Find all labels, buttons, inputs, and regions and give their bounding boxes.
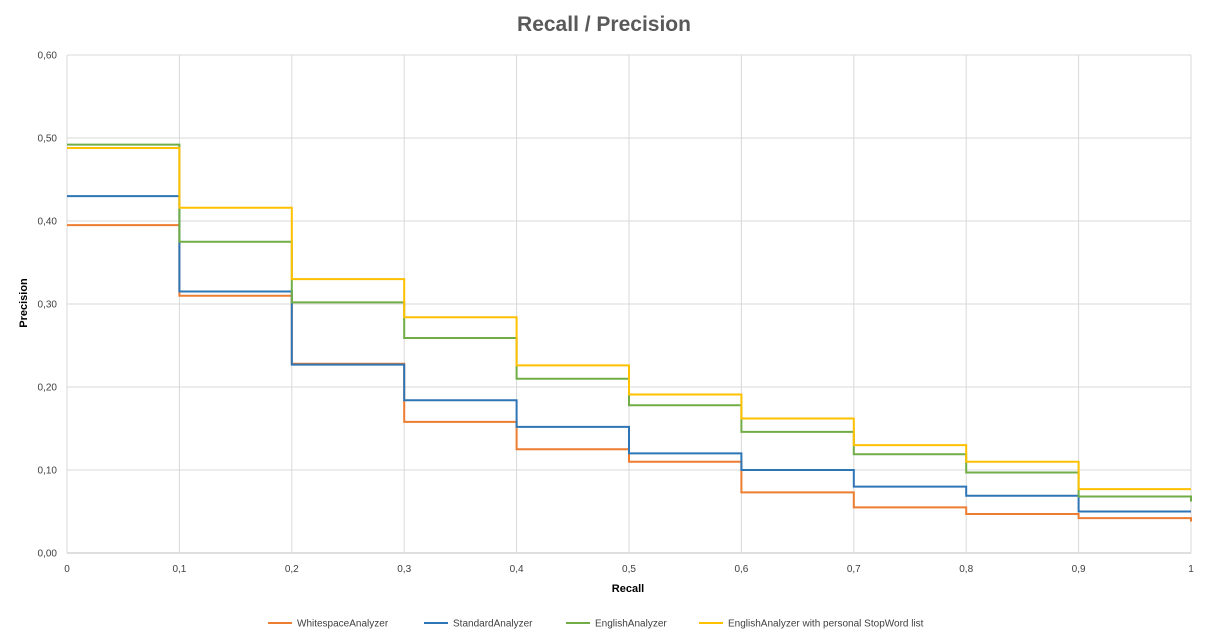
- x-axis-label: Recall: [612, 583, 644, 595]
- y-axis-label: Precision: [18, 278, 30, 328]
- gridlines: [66, 54, 1192, 554]
- x-tick-label: 0,1: [172, 564, 186, 575]
- x-tick-label: 0,4: [510, 564, 524, 575]
- x-tick-label: 0,3: [397, 564, 411, 575]
- x-tick-label: 0,9: [1072, 564, 1086, 575]
- y-tick-label: 0,10: [38, 466, 58, 477]
- y-tick-label: 0,00: [38, 549, 58, 560]
- y-tick-label: 0,20: [38, 383, 58, 394]
- x-tick-label: 0,5: [622, 564, 636, 575]
- x-tick-label: 0,7: [847, 564, 861, 575]
- legend-label: WhitespaceAnalyzer: [297, 619, 389, 630]
- y-tick-label: 0,60: [38, 51, 58, 62]
- x-tick-label: 0,6: [734, 564, 748, 575]
- y-tick-label: 0,40: [38, 217, 58, 228]
- series-line-4: [67, 146, 1191, 491]
- y-tick-label: 0,30: [38, 300, 58, 311]
- legend-label: EnglishAnalyzer: [595, 619, 667, 630]
- series-lines: [67, 143, 1192, 522]
- x-tick-label: 0,8: [959, 564, 973, 575]
- x-tick-label: 1: [1188, 564, 1194, 575]
- chart-title: Recall / Precision: [517, 13, 691, 36]
- y-axis-ticks: 0,00 0,10 0,20 0,30 0,40 0,50 0,60: [38, 51, 58, 560]
- x-axis-ticks: 0 0,1 0,2 0,3 0,4 0,5 0,6 0,7 0,8 0,9 1: [64, 564, 1194, 575]
- legend-label: EnglishAnalyzer with personal StopWord l…: [728, 619, 924, 630]
- x-tick-label: 0,2: [285, 564, 299, 575]
- legend: WhitespaceAnalyzer StandardAnalyzer Englis…: [268, 619, 924, 630]
- legend-label: StandardAnalyzer: [453, 619, 533, 630]
- y-tick-label: 0,50: [38, 134, 58, 145]
- series-line-2: [67, 195, 1191, 513]
- x-tick-label: 0: [64, 564, 70, 575]
